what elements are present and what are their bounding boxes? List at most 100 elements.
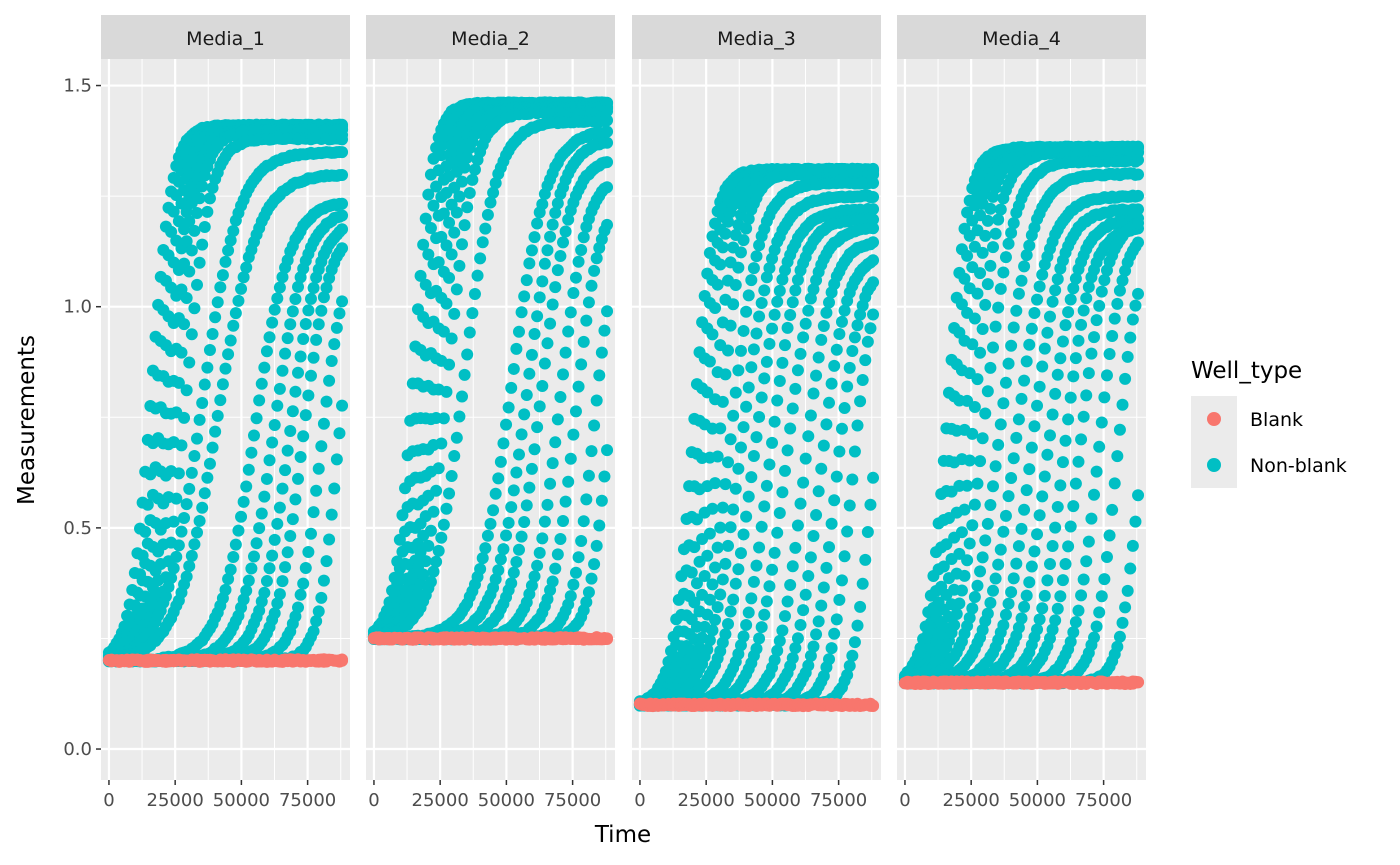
point-non-blank <box>823 541 836 554</box>
point-non-blank <box>776 486 789 499</box>
point-non-blank <box>430 555 443 568</box>
point-non-blank <box>178 411 191 424</box>
point-non-blank <box>492 472 505 485</box>
point-non-blank <box>172 539 185 552</box>
point-non-blank <box>549 281 562 294</box>
point-non-blank <box>268 533 281 546</box>
point-non-blank <box>250 537 263 550</box>
point-non-blank <box>330 321 343 334</box>
point-non-blank <box>183 560 196 573</box>
point-non-blank <box>297 577 310 590</box>
point-non-blank <box>273 281 286 294</box>
x-tick-label: 0 <box>368 790 379 811</box>
point-non-blank <box>812 485 825 498</box>
point-non-blank <box>271 517 284 530</box>
point-non-blank <box>159 590 172 603</box>
point-non-blank <box>820 561 833 574</box>
point-non-blank <box>528 443 541 456</box>
facet-strip <box>632 15 881 59</box>
point-non-blank <box>258 361 271 374</box>
point-non-blank <box>601 218 614 231</box>
point-non-blank <box>489 487 502 500</box>
point-non-blank <box>554 532 567 545</box>
point-non-blank <box>175 525 188 538</box>
point-non-blank <box>701 643 714 656</box>
point-non-blank <box>538 515 551 528</box>
point-non-blank <box>588 558 601 571</box>
point-non-blank <box>250 412 263 425</box>
point-non-blank <box>312 462 325 475</box>
point-non-blank <box>273 588 286 601</box>
point-non-blank <box>531 559 544 572</box>
point-non-blank <box>541 498 554 511</box>
point-non-blank <box>760 271 773 284</box>
point-non-blank <box>525 579 538 592</box>
point-non-blank <box>541 244 554 257</box>
point-non-blank <box>551 264 564 277</box>
point-non-blank <box>458 161 471 174</box>
point-non-blank <box>245 562 258 575</box>
point-non-blank <box>185 244 198 257</box>
point-non-blank <box>307 625 320 638</box>
point-non-blank <box>479 542 492 555</box>
point-non-blank <box>196 501 209 514</box>
point-non-blank <box>740 618 753 631</box>
point-non-blank <box>797 331 810 344</box>
point-non-blank <box>771 295 784 308</box>
point-non-blank <box>422 539 435 552</box>
point-non-blank <box>424 575 437 588</box>
point-non-blank <box>320 555 333 568</box>
point-non-blank <box>753 310 766 323</box>
point-non-blank <box>867 177 880 190</box>
point-non-blank <box>310 484 323 497</box>
point-non-blank <box>536 275 549 288</box>
point-non-blank <box>729 278 742 291</box>
point-non-blank <box>292 472 305 485</box>
point-non-blank <box>533 546 546 559</box>
point-non-blank <box>237 271 250 284</box>
point-non-blank <box>232 294 245 307</box>
point-non-blank <box>564 306 577 319</box>
point-non-blank <box>507 484 520 497</box>
point-non-blank <box>562 213 575 226</box>
point-non-blank <box>260 575 273 588</box>
x-tick-label: 75000 <box>1075 790 1132 811</box>
point-non-blank <box>336 242 349 255</box>
point-non-blank <box>867 203 880 216</box>
point-non-blank <box>188 538 201 551</box>
point-non-blank <box>183 482 196 495</box>
point-non-blank <box>585 572 598 585</box>
point-non-blank <box>528 570 541 583</box>
point-non-blank <box>512 325 525 338</box>
point-non-blank <box>810 369 823 382</box>
point-non-blank <box>440 297 453 310</box>
point-non-blank <box>484 196 497 209</box>
point-non-blank <box>703 593 716 606</box>
point-non-blank <box>833 327 846 340</box>
point-non-blank <box>786 296 799 309</box>
point-non-blank <box>703 355 716 368</box>
point-non-blank <box>760 595 773 608</box>
point-non-blank <box>755 621 768 634</box>
point-non-blank <box>856 577 869 590</box>
point-non-blank <box>198 221 211 233</box>
point-non-blank <box>690 577 703 590</box>
point-non-blank <box>737 234 750 247</box>
point-non-blank <box>773 507 786 520</box>
point-non-blank <box>549 436 562 449</box>
point-blank <box>336 653 349 666</box>
point-non-blank <box>841 668 854 681</box>
point-non-blank <box>536 198 549 211</box>
point-non-blank <box>317 574 330 587</box>
point-non-blank <box>180 384 193 397</box>
point-non-blank <box>245 446 258 459</box>
point-non-blank <box>737 324 750 337</box>
point-non-blank <box>760 355 773 368</box>
point-non-blank <box>165 225 178 238</box>
point-non-blank <box>734 441 747 454</box>
point-non-blank <box>292 366 305 379</box>
point-non-blank <box>804 649 817 662</box>
point-non-blank <box>843 361 856 374</box>
point-non-blank <box>463 186 476 199</box>
